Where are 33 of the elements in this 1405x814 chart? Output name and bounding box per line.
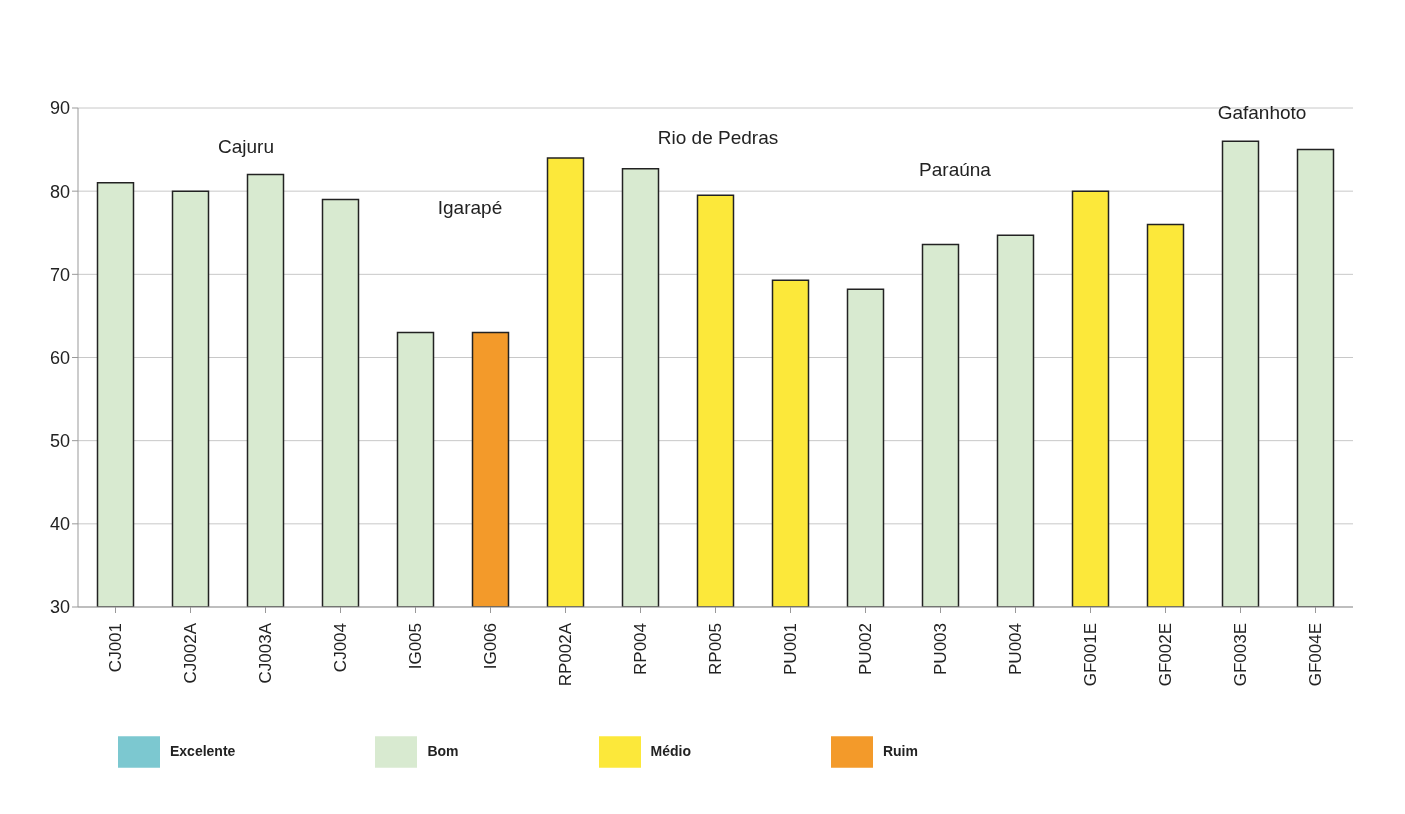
x-tick-label: PU003 bbox=[931, 623, 950, 675]
x-tick-label: GF003E bbox=[1231, 623, 1250, 687]
x-tick-label: PU004 bbox=[1006, 623, 1025, 675]
legend-label: Médio bbox=[650, 743, 691, 760]
annotation: Paraúna bbox=[919, 159, 991, 181]
annotation: Igarapé bbox=[437, 197, 503, 219]
x-tick-label: CJ004 bbox=[331, 623, 350, 673]
x-tick-label: IG005 bbox=[406, 623, 425, 670]
legend-label: Ruim bbox=[882, 743, 918, 760]
x-tick-label: PU001 bbox=[781, 623, 800, 675]
y-tick-label: 60 bbox=[49, 347, 70, 368]
x-tick-label: RP005 bbox=[706, 623, 725, 675]
annotation: Gafanhoto bbox=[1217, 102, 1307, 124]
x-tick-label: GF001E bbox=[1081, 623, 1100, 687]
legend-label: Excelente bbox=[170, 743, 236, 760]
annotation: Rio de Pedras bbox=[657, 127, 779, 149]
annotation: Cajuru bbox=[218, 136, 274, 158]
y-tick-label: 40 bbox=[49, 514, 70, 535]
y-tick-label: 70 bbox=[49, 264, 70, 285]
x-tick-label: CJ003A bbox=[256, 622, 275, 684]
y-tick-label: 50 bbox=[49, 431, 70, 452]
x-tick-label: RP004 bbox=[631, 623, 650, 675]
x-tick-label: CJ002A bbox=[181, 622, 200, 684]
y-tick-label: 90 bbox=[49, 98, 70, 119]
legend-label: Bom bbox=[427, 743, 459, 760]
x-tick-label: PU002 bbox=[856, 623, 875, 675]
x-tick-label: GF002E bbox=[1156, 623, 1175, 687]
y-tick-label: 80 bbox=[49, 181, 70, 202]
y-tick-label: 30 bbox=[49, 597, 70, 618]
x-tick-label: IG006 bbox=[481, 623, 500, 670]
x-tick-label: GF004E bbox=[1306, 623, 1325, 687]
x-tick-label: RP002A bbox=[556, 622, 575, 687]
x-tick-label: CJ001 bbox=[106, 623, 125, 673]
